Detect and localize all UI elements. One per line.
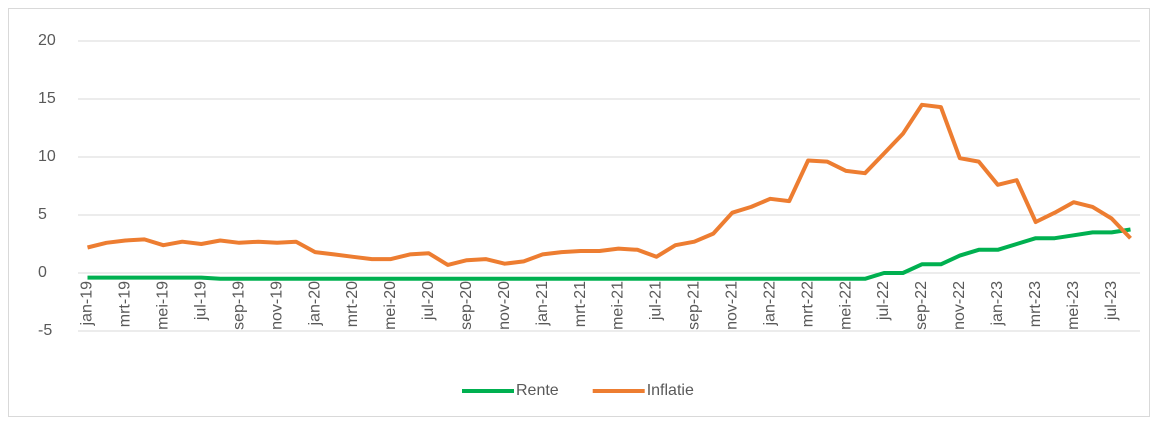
- y-tick-label: 0: [38, 264, 47, 281]
- legend-label: Inflatie: [647, 382, 694, 399]
- x-tick-label: jul-21: [648, 281, 665, 321]
- x-tick-label: jan-20: [306, 281, 323, 327]
- y-tick-label: 10: [38, 148, 56, 165]
- x-tick-label: mrt-23: [1027, 281, 1044, 327]
- x-tick-label: jul-22: [875, 281, 892, 321]
- x-tick-label: sep-21: [686, 281, 703, 330]
- line-series: [87, 102, 1132, 267]
- y-tick-label: 15: [38, 90, 56, 107]
- x-tick-label: mei-22: [837, 281, 854, 330]
- x-tick-label: nov-20: [496, 281, 513, 330]
- y-tick-label: -5: [38, 322, 52, 339]
- x-tick-label: mrt-20: [344, 281, 361, 327]
- y-tick-label: 5: [38, 206, 47, 223]
- x-tick-label: sep-22: [913, 281, 930, 330]
- legend-label: Rente: [516, 382, 559, 399]
- x-tick-label: mei-23: [1065, 281, 1082, 330]
- x-tick-label: jan-23: [989, 281, 1006, 327]
- x-tick-label: nov-22: [951, 281, 968, 330]
- x-tick-label: jul-23: [1103, 281, 1120, 321]
- x-tick-label: nov-21: [723, 281, 740, 330]
- x-tick-label: nov-19: [268, 281, 285, 330]
- x-tick-label: sep-20: [458, 281, 475, 330]
- x-tick-label: jul-19: [192, 281, 209, 321]
- x-tick-label: mei-19: [155, 281, 172, 330]
- x-tick-label: jan-22: [761, 281, 778, 327]
- x-tick-label: mrt-21: [572, 281, 589, 327]
- x-tick-label: mei-21: [610, 281, 627, 330]
- x-tick-label: mrt-19: [117, 281, 134, 327]
- line-series: [87, 227, 1131, 281]
- x-tick-label: sep-19: [230, 281, 247, 330]
- y-tick-label: 20: [38, 32, 56, 49]
- x-tick-label: jul-20: [420, 281, 437, 321]
- x-tick-label: mei-20: [382, 281, 399, 330]
- x-tick-label: jan-19: [79, 281, 96, 327]
- chart-frame: [8, 8, 1150, 417]
- x-tick-label: jan-21: [534, 281, 551, 327]
- x-tick-label: mrt-22: [799, 281, 816, 327]
